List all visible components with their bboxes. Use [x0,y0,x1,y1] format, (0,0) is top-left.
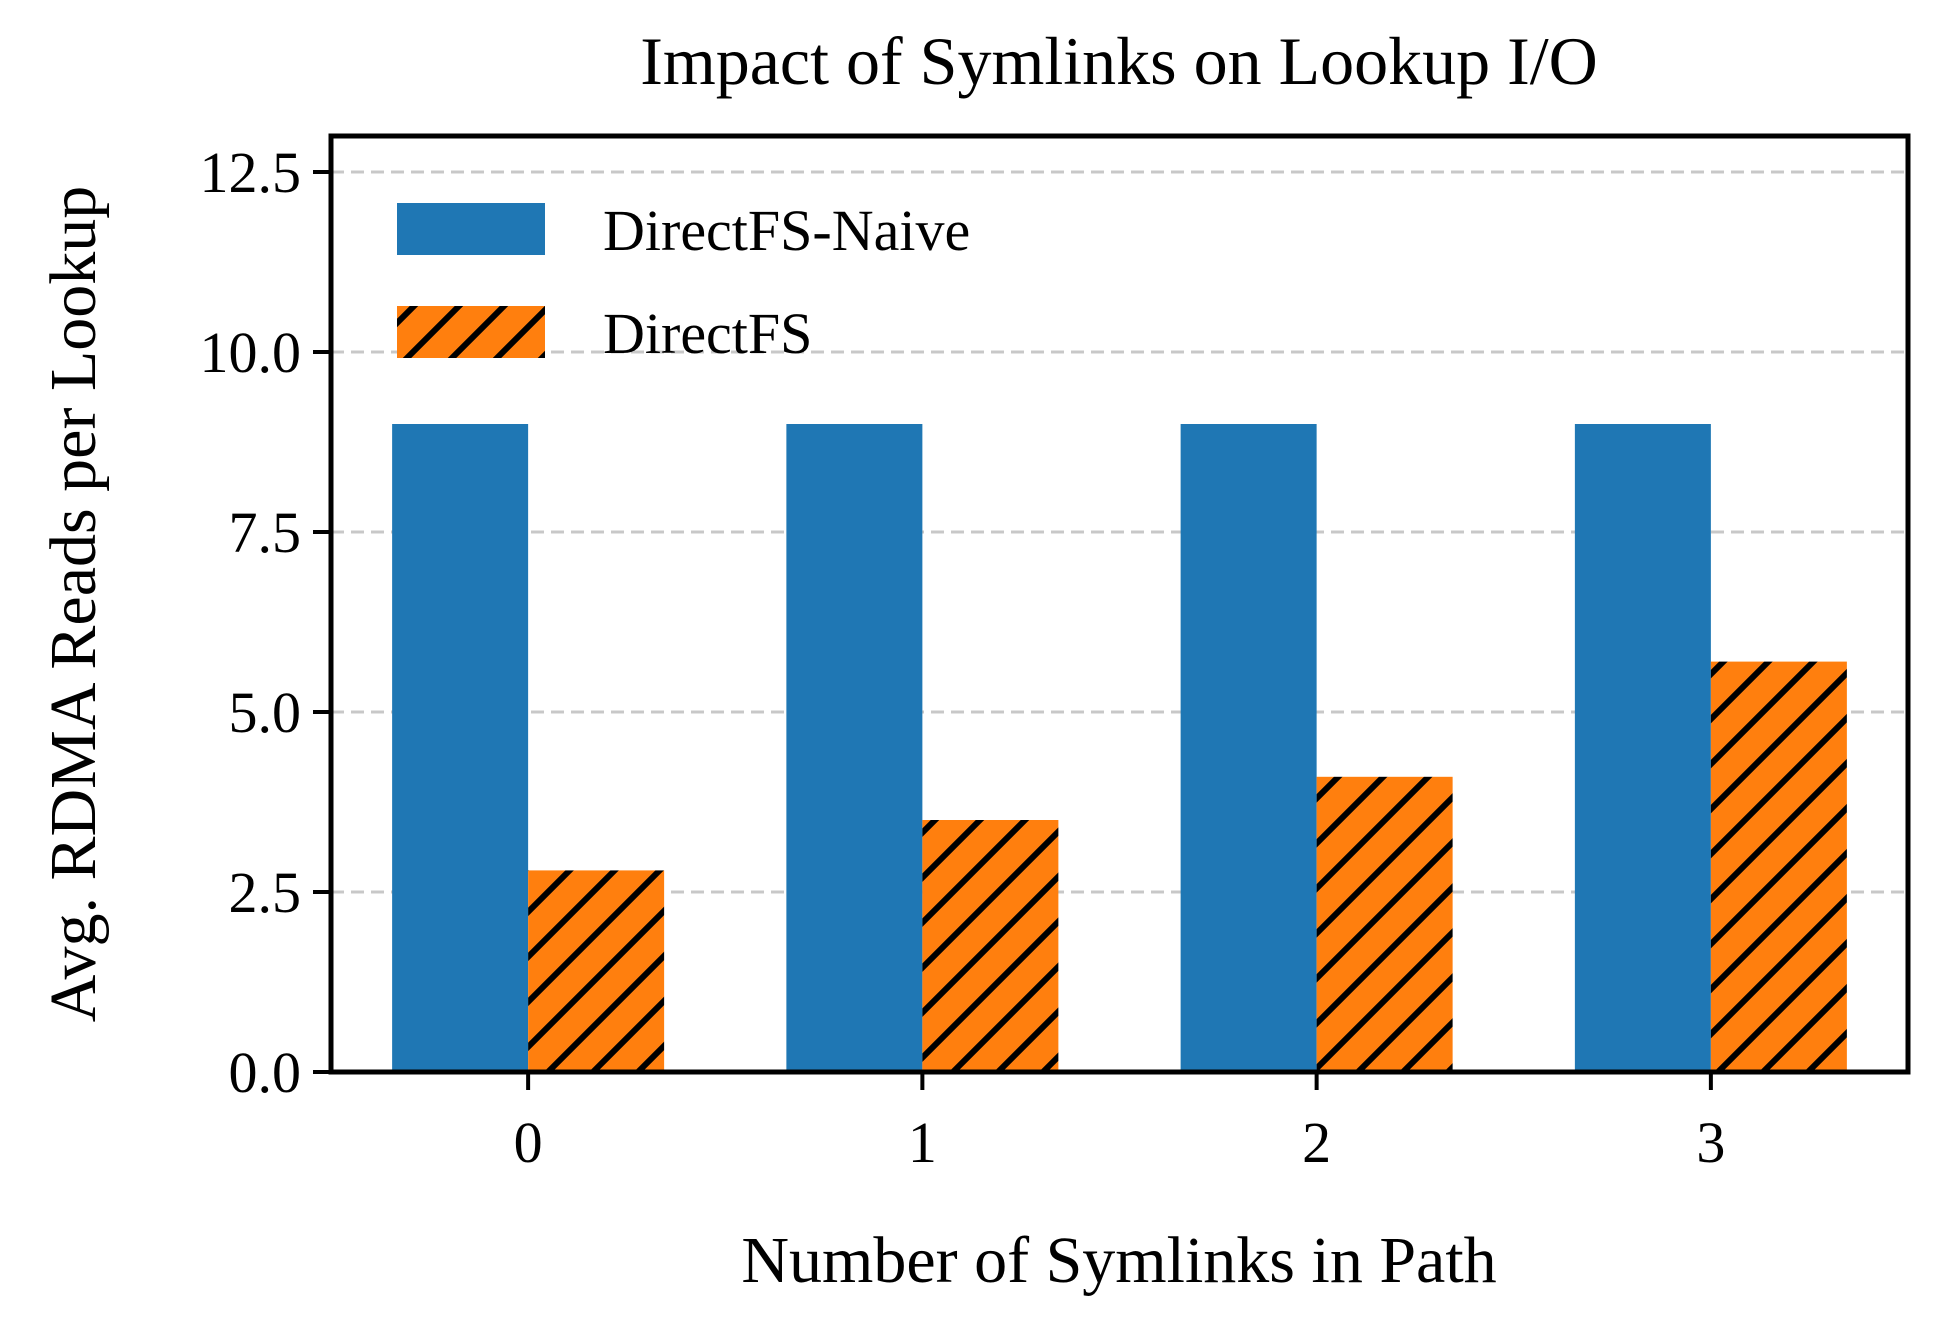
legend-swatch [397,306,545,358]
y-tick-label: 7.5 [229,500,302,565]
bar-directfs-naive-2 [1180,424,1317,1072]
y-tick-label: 10.0 [200,320,302,385]
y-tick-label: 5.0 [229,680,302,745]
x-axis-ticks: 0 1 2 3 [514,1072,1725,1175]
bar-directfs-0 [528,870,665,1072]
bar-directfs-3 [1710,661,1847,1072]
x-tick-label: 3 [1696,1110,1725,1175]
legend-label: DirectFS-Naive [603,198,970,263]
y-axis-label: Avg. RDMA Reads per Lookup [37,186,110,1023]
bar-directfs-naive-0 [392,424,529,1072]
x-tick-label: 1 [908,1110,937,1175]
y-axis-ticks: 0.0 2.5 5.0 7.5 10.0 12.5 [200,140,331,1105]
y-tick-label: 2.5 [229,860,302,925]
bar-directfs-2 [1316,776,1453,1072]
bar-directfs-1 [922,820,1059,1072]
legend-swatch [397,203,545,255]
x-tick-label: 0 [514,1110,543,1175]
x-axis-label: Number of Symlinks in Path [741,1224,1496,1297]
bars [392,424,1847,1072]
plot-frame [328,133,1911,1075]
y-tick-label: 0.0 [229,1040,302,1105]
legend: DirectFS-Naive DirectFS [397,198,970,366]
y-tick-label: 12.5 [200,140,302,205]
bar-directfs-naive-3 [1574,424,1711,1072]
x-tick-label: 2 [1302,1110,1331,1175]
legend-label: DirectFS [603,301,812,366]
bar-directfs-naive-1 [786,424,923,1072]
chart-title: Impact of Symlinks on Lookup I/O [640,23,1598,99]
